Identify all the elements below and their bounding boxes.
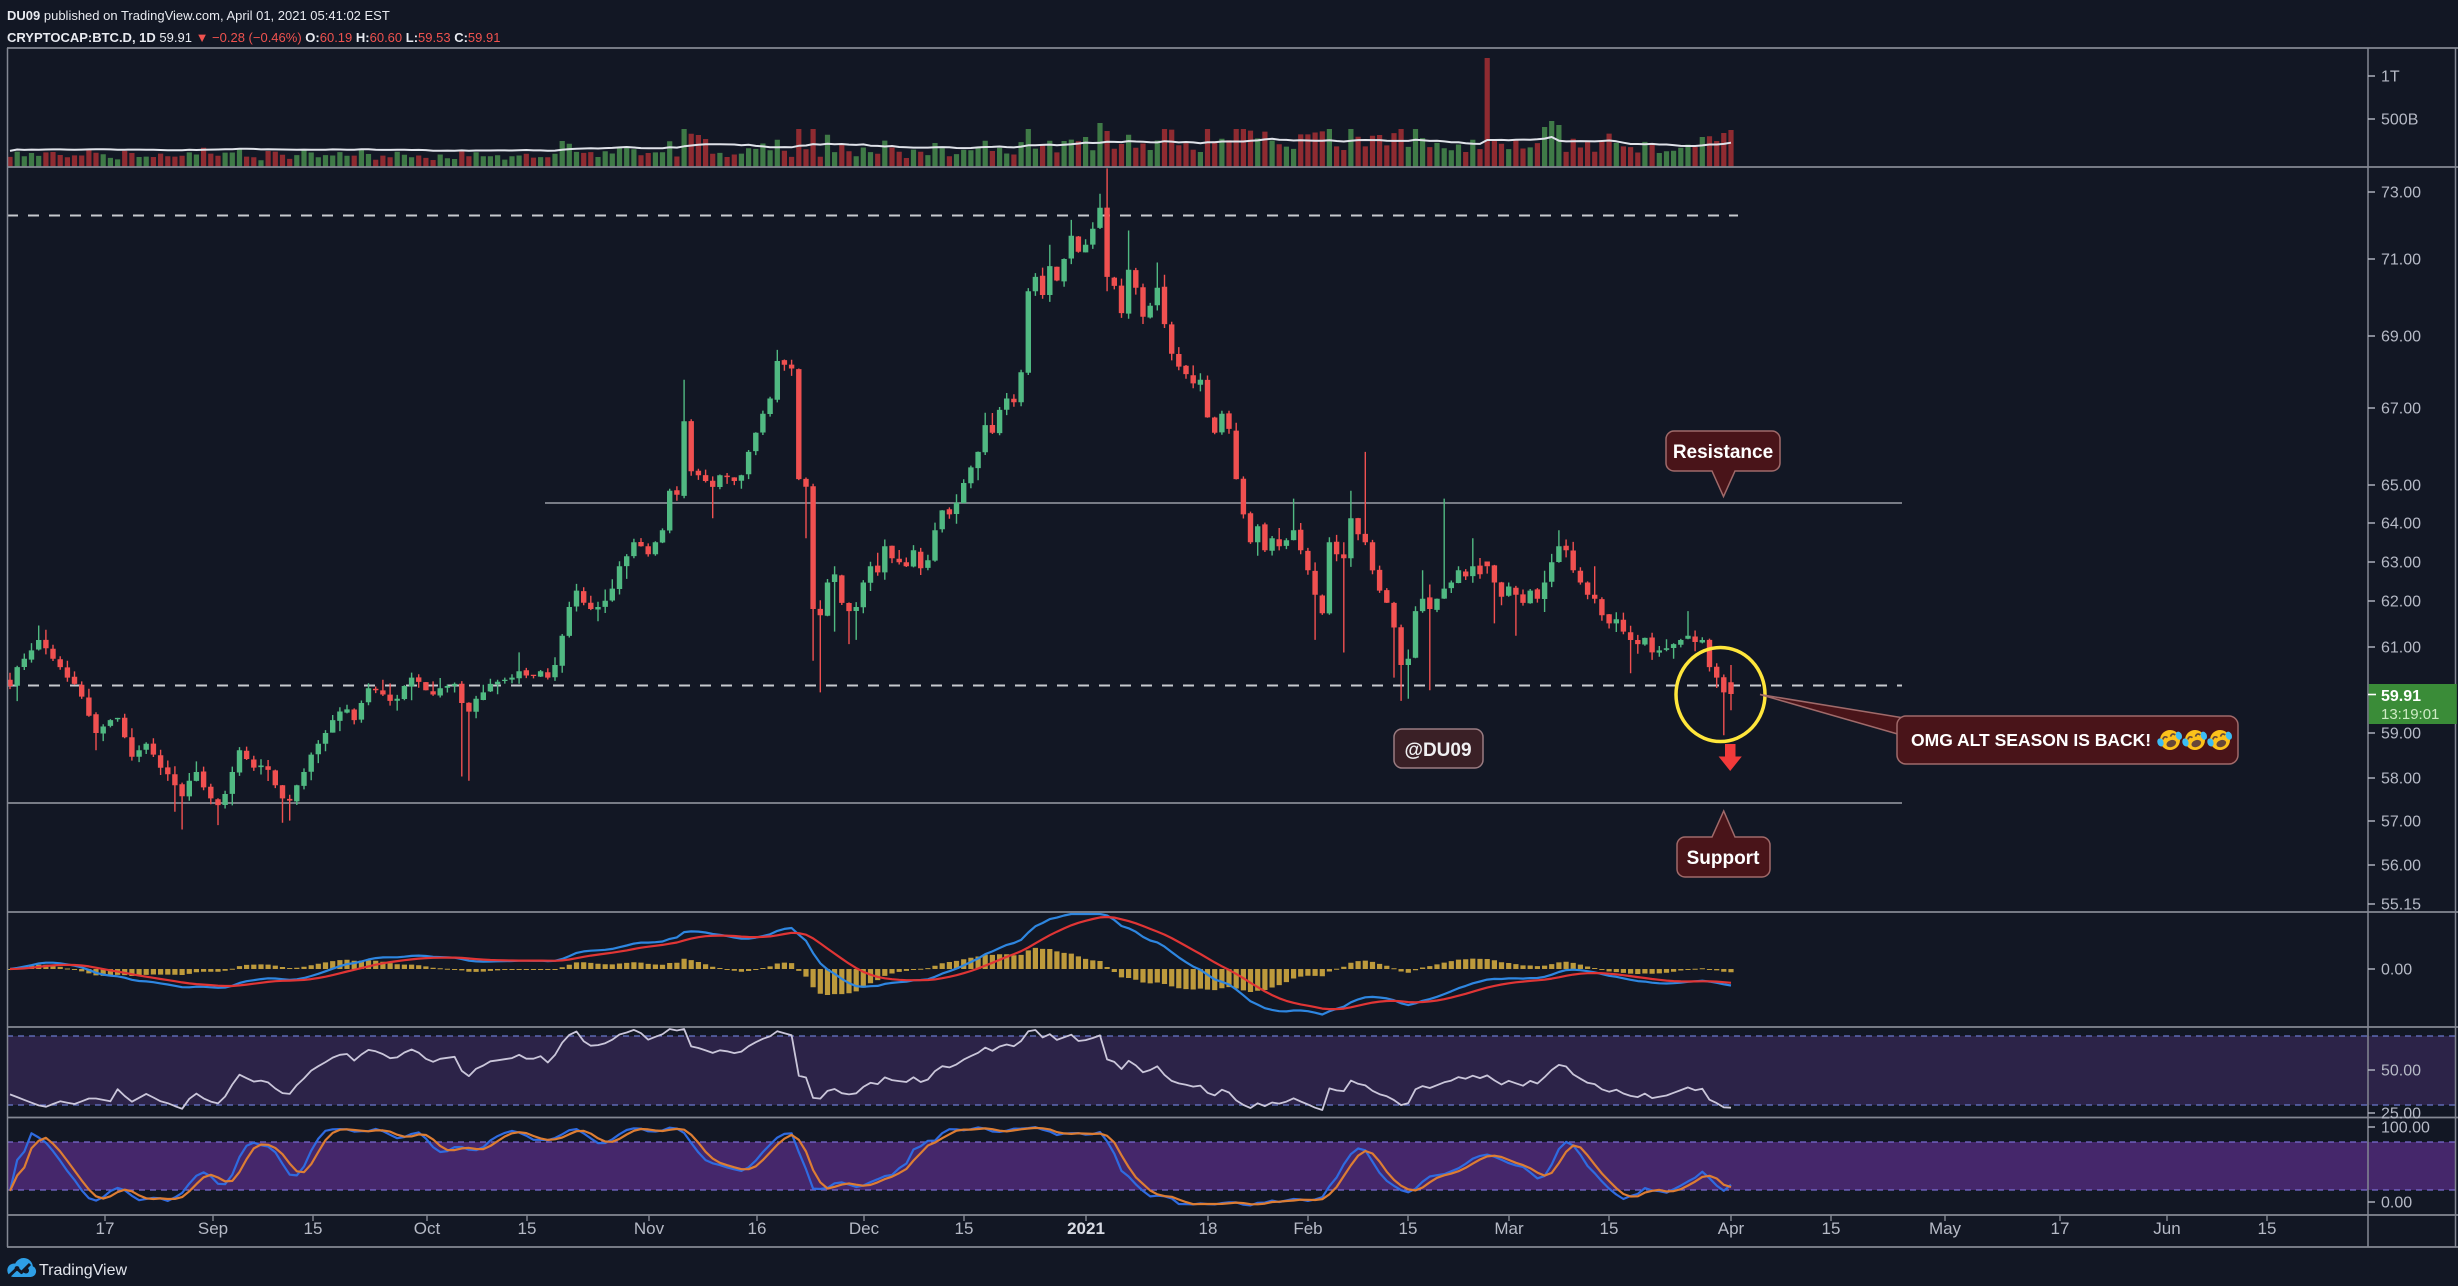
svg-text:15: 15 [518,1219,537,1238]
svg-text:@DU09: @DU09 [1404,740,1471,761]
svg-text:64.00: 64.00 [2381,516,2421,533]
svg-text:Oct: Oct [414,1219,441,1238]
svg-text:2021: 2021 [1067,1219,1105,1238]
svg-text:15: 15 [955,1219,974,1238]
svg-text:TradingView: TradingView [39,1262,127,1279]
svg-text:67.00: 67.00 [2381,401,2421,418]
svg-text:Feb: Feb [1293,1219,1322,1238]
svg-text:15: 15 [2258,1219,2277,1238]
svg-text:55.15: 55.15 [2381,897,2421,914]
svg-text:50.00: 50.00 [2381,1063,2421,1080]
svg-text:17: 17 [96,1219,115,1238]
svg-text:500B: 500B [2381,112,2418,129]
svg-text:73.00: 73.00 [2381,185,2421,202]
svg-text:Mar: Mar [1494,1219,1524,1238]
svg-text:Support: Support [1687,848,1760,869]
svg-text:May: May [1929,1219,1962,1238]
svg-text:57.00: 57.00 [2381,814,2421,831]
svg-text:Apr: Apr [1718,1219,1745,1238]
svg-text:59.00: 59.00 [2381,726,2421,743]
svg-text:63.00: 63.00 [2381,555,2421,572]
svg-text:61.00: 61.00 [2381,640,2421,657]
svg-text:15: 15 [1399,1219,1418,1238]
svg-text:100.00: 100.00 [2381,1120,2430,1137]
svg-text:17: 17 [2051,1219,2070,1238]
svg-text:15: 15 [1600,1219,1619,1238]
svg-text:Nov: Nov [634,1219,665,1238]
svg-text:18: 18 [1199,1219,1218,1238]
svg-text:65.00: 65.00 [2381,478,2421,495]
svg-text:Jun: Jun [2153,1219,2180,1238]
svg-text:71.00: 71.00 [2381,252,2421,269]
svg-text:62.00: 62.00 [2381,594,2421,611]
svg-text:0.00: 0.00 [2381,962,2412,979]
svg-text:1T: 1T [2381,69,2400,86]
svg-text:15: 15 [304,1219,323,1238]
svg-text:OMG ALT SEASON IS BACK!: OMG ALT SEASON IS BACK! [1911,730,2151,750]
svg-text:DU09 published on TradingView.: DU09 published on TradingView.com, April… [7,8,390,23]
svg-text:58.00: 58.00 [2381,771,2421,788]
svg-text:59.91: 59.91 [2381,688,2421,705]
svg-text:Sep: Sep [198,1219,228,1238]
svg-text:CRYPTOCAP:BTC.D, 1D 59.91 ▼ −0: CRYPTOCAP:BTC.D, 1D 59.91 ▼ −0.28 (−0.46… [7,30,500,45]
svg-text:Dec: Dec [849,1219,880,1238]
svg-text:0.00: 0.00 [2381,1195,2412,1212]
svg-text:69.00: 69.00 [2381,329,2421,346]
svg-text:16: 16 [748,1219,767,1238]
svg-text:56.00: 56.00 [2381,858,2421,875]
svg-text:25.00: 25.00 [2381,1106,2421,1123]
svg-text:Resistance: Resistance [1673,442,1773,463]
svg-text:13:19:01: 13:19:01 [2381,706,2439,723]
svg-text:15: 15 [1822,1219,1841,1238]
